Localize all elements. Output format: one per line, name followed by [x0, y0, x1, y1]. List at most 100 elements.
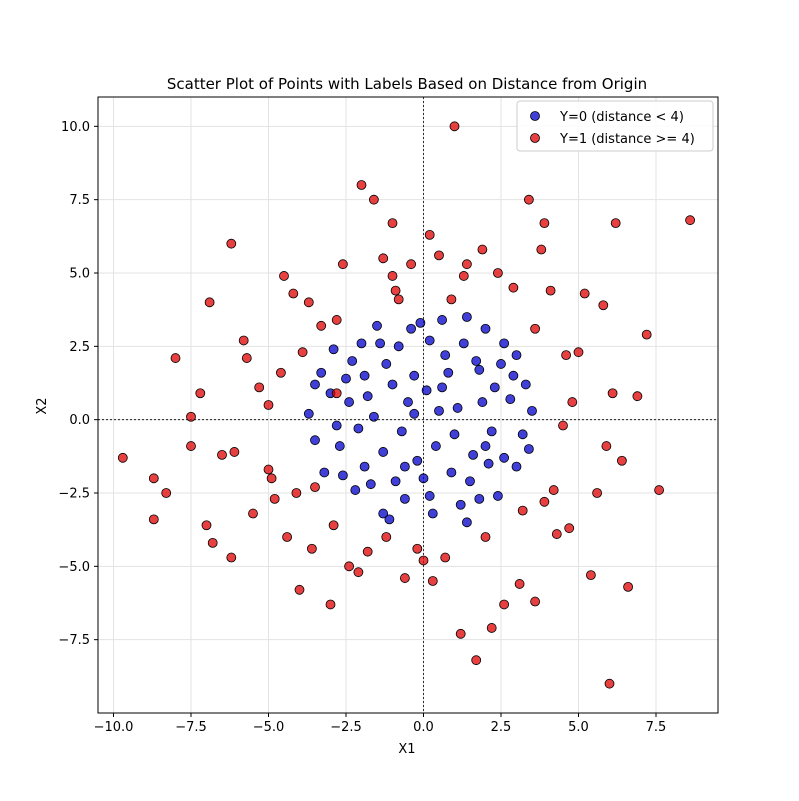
data-point-class-0: [477, 397, 488, 407]
data-point-class-0: [368, 411, 379, 422]
data-point-class-1: [381, 532, 392, 542]
data-point-class-0: [316, 367, 327, 378]
data-point-class-0: [310, 379, 320, 390]
data-point-class-1: [641, 329, 652, 340]
data-point-class-1: [579, 288, 590, 299]
x-tick-label: 5.0: [568, 720, 589, 735]
data-point-class-1: [186, 441, 196, 451]
y-tick-label: −5.0: [58, 560, 90, 575]
data-point-class-0: [310, 435, 320, 446]
data-point-class-1: [117, 452, 128, 463]
data-point-class-0: [446, 467, 457, 478]
legend-label-class-0: Y=0 (distance < 4): [559, 110, 684, 125]
data-point-class-0: [347, 356, 358, 366]
data-point-class-0: [440, 350, 451, 361]
data-point-class-1: [356, 180, 367, 190]
data-point-class-0: [387, 379, 398, 390]
data-point-class-1: [170, 353, 181, 363]
data-point-class-1: [204, 297, 215, 308]
data-point-class-0: [378, 508, 389, 519]
data-point-class-1: [310, 482, 320, 493]
data-point-class-1: [524, 194, 534, 205]
data-point-class-0: [421, 385, 432, 396]
data-point-class-0: [452, 403, 463, 413]
data-point-class-1: [291, 488, 302, 498]
data-point-class-1: [424, 229, 435, 240]
data-point-class-0: [359, 370, 370, 381]
data-point-class-0: [474, 493, 485, 504]
data-point-class-1: [607, 388, 618, 399]
reference-lines: [98, 97, 718, 713]
data-point-class-1: [344, 561, 355, 572]
data-point-class-0: [365, 479, 376, 490]
data-point-class-1: [548, 485, 559, 495]
data-point-class-1: [362, 546, 373, 557]
x-axis-label: X1: [398, 742, 415, 757]
data-point-class-0: [483, 458, 494, 469]
data-point-class-1: [558, 420, 568, 431]
data-point-class-1: [539, 496, 550, 507]
data-point-class-0: [474, 364, 485, 375]
data-point-class-0: [449, 429, 460, 440]
y-tick-label: 2.5: [69, 340, 90, 355]
data-point-class-0: [375, 338, 386, 349]
data-point-class-0: [399, 461, 410, 472]
data-point-class-0: [443, 367, 454, 378]
data-point-class-1: [353, 567, 364, 578]
data-point-class-1: [217, 449, 227, 460]
data-point-class-0: [486, 426, 497, 437]
data-point-class-1: [226, 552, 237, 563]
data-point-class-0: [424, 491, 435, 501]
data-point-class-1: [685, 215, 695, 226]
data-point-class-0: [399, 493, 410, 504]
plot-area-frame: [97, 96, 719, 714]
y-tick-label: 0.0: [69, 413, 90, 428]
grid-layer: [98, 97, 718, 713]
data-point-class-0: [384, 514, 395, 525]
data-point-class-0: [520, 379, 531, 390]
data-point-class-0: [471, 356, 482, 366]
data-point-class-1: [418, 555, 429, 566]
y-axis: −7.5 −5.0 −2.5 0.0 2.5 5.0 7.5 10.0: [58, 120, 98, 648]
data-point-class-0: [341, 373, 351, 384]
data-point-class-0: [406, 323, 417, 334]
data-point-class-1: [161, 488, 172, 498]
data-point-class-1: [294, 584, 305, 595]
y-tick-label: 7.5: [69, 193, 90, 208]
data-point-class-1: [226, 238, 237, 249]
data-point-class-1: [238, 335, 249, 346]
data-point-class-1: [331, 315, 342, 325]
data-point-class-0: [499, 338, 510, 349]
data-point-class-1: [499, 599, 510, 610]
data-point-class-1: [297, 347, 308, 358]
x-tick-label: −5.0: [253, 720, 285, 735]
data-point-class-1: [195, 388, 206, 399]
legend: Y=0 (distance < 4) Y=1 (distance >= 4): [516, 100, 714, 152]
data-point-class-1: [412, 543, 423, 554]
data-point-class-1: [368, 194, 379, 205]
data-point-class-0: [390, 476, 401, 487]
data-point-class-0: [496, 359, 506, 369]
data-point-class-1: [254, 382, 265, 393]
data-point-class-1: [393, 294, 404, 305]
data-point-class-0: [524, 444, 534, 454]
data-point-class-1: [387, 271, 398, 281]
data-point-class-1: [207, 537, 218, 548]
data-point-class-1: [455, 628, 466, 639]
data-point-class-1: [601, 441, 612, 451]
data-point-class-1: [201, 520, 212, 531]
data-point-class-0: [378, 447, 389, 457]
data-point-class-1: [275, 367, 286, 378]
data-point-class-1: [331, 388, 342, 399]
data-point-class-0: [511, 461, 522, 472]
data-point-class-0: [403, 397, 413, 407]
data-point-class-0: [430, 441, 441, 451]
data-point-class-0: [372, 320, 382, 331]
data-point-class-1: [427, 576, 438, 586]
data-point-class-1: [186, 411, 196, 422]
data-point-class-1: [316, 320, 327, 331]
data-point-class-1: [564, 523, 575, 534]
y-tick-label: −7.5: [58, 633, 90, 648]
data-point-class-0: [437, 315, 448, 325]
